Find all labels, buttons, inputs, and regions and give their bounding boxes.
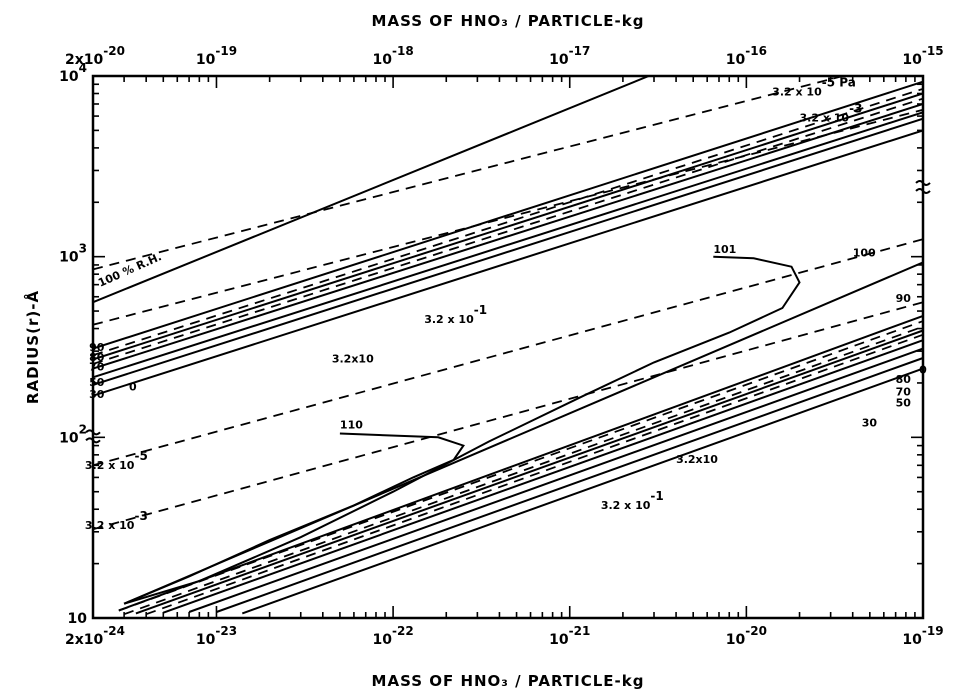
annotation-label: 0 xyxy=(129,380,137,393)
x-top-tick-label: 10-19 xyxy=(196,44,237,68)
axis-break-icon xyxy=(85,429,101,444)
annotation-label: 30 xyxy=(89,388,105,401)
axis-break-icon xyxy=(915,179,931,194)
annotation-label: 30 xyxy=(862,416,878,429)
series-line-8-50 xyxy=(93,111,923,379)
x-tick-label: 10-22 xyxy=(373,624,414,648)
series-line-23-30 xyxy=(216,357,923,613)
annotation-label: 3.2x10 xyxy=(332,352,374,365)
series-line-4-3-2-x-10-1 xyxy=(93,87,923,357)
annotation-label: 3.2 x 10-5 Pa xyxy=(772,75,856,98)
annotation-label: 3.2 x 10-3 xyxy=(800,101,863,124)
x-tick-label: 10-20 xyxy=(726,624,767,648)
annotation-label: 100 xyxy=(853,247,876,260)
y-tick-label: 104 xyxy=(59,61,87,85)
top-axis-title: MASS OF HNO₃ / PARTICLE-kg xyxy=(372,12,645,30)
annotation-label: 50 xyxy=(896,397,912,410)
annotation-label: 50 xyxy=(89,376,105,389)
series-line-2-3-2-x-10-3 xyxy=(93,108,923,326)
series-line-6-3-2x10 xyxy=(93,97,923,365)
annotation-label: 80 xyxy=(89,351,105,364)
y-axis-title: RADIUS(r)-Å xyxy=(23,290,42,404)
annotation-label: 101 xyxy=(713,243,736,256)
series-line-12-100 xyxy=(123,261,923,605)
series-line-17-90 xyxy=(118,314,923,612)
series-line-10-0 xyxy=(93,129,923,397)
x-top-tick-label: 10-17 xyxy=(549,44,590,68)
x-tick-label: 2x10-24 xyxy=(65,624,125,648)
annotation-label: 110 xyxy=(340,418,363,431)
annotation-label: 3.2 x 10-1 xyxy=(424,303,487,326)
annotation-label: 100 % R.H. xyxy=(96,250,163,289)
annotation-label: 80 xyxy=(896,373,912,386)
series-line-9-30 xyxy=(93,117,923,386)
series-line-15-3-2-x-10-3 xyxy=(93,301,923,531)
annotation-label: 70 xyxy=(89,360,105,373)
series-line-1-3-2-x-10-5-pa xyxy=(93,76,847,271)
annotation-label: 3.2 x 10-3 xyxy=(85,509,148,532)
series-line-0-100-r-h xyxy=(93,76,650,304)
series-line-20-3-2x10 xyxy=(145,333,923,616)
series-line-11-101 xyxy=(123,255,801,605)
annotation-label: 3.2 x 10-1 xyxy=(601,489,664,512)
tick-labels: 2x10-2410-2310-2210-2110-2010-192x10-201… xyxy=(59,44,943,648)
y-tick-label: 103 xyxy=(59,242,87,266)
x-top-tick-label: 10-18 xyxy=(373,44,414,68)
series-line-24-0 xyxy=(241,367,923,615)
x-tick-label: 10-21 xyxy=(549,624,590,648)
x-top-tick-label: 10-16 xyxy=(726,44,767,68)
series-line-18-3-2-x-10-1 xyxy=(123,325,923,616)
annotation-label: 90 xyxy=(89,341,105,354)
x-tick-label: 10-19 xyxy=(902,624,943,648)
annotation-label: 70 xyxy=(896,386,912,399)
series-line-7-70 xyxy=(93,103,923,370)
x-top-tick-label: 2x10-20 xyxy=(65,44,125,68)
series-line-19-80 xyxy=(135,329,923,615)
series-line-21-70 xyxy=(162,339,923,614)
annotation-label: 3.2 x 10-5 xyxy=(85,449,148,472)
annotation-label: 0 xyxy=(919,364,927,377)
series-line-5-80 xyxy=(93,92,923,361)
plot-frame xyxy=(91,74,925,620)
x-top-tick-label: 10-15 xyxy=(902,44,943,68)
y-tick-label: 10 xyxy=(68,611,88,627)
ticks xyxy=(85,76,931,619)
x-tick-label: 10-23 xyxy=(196,624,237,648)
series-line-22-50 xyxy=(188,347,923,613)
annotation-label: 90 xyxy=(896,292,912,305)
y-tick-label: 102 xyxy=(59,422,87,446)
series-lines xyxy=(93,76,923,616)
series-line-13-110 xyxy=(123,432,465,605)
annotation-label: 3.2x10 xyxy=(676,453,718,466)
bottom-axis-title: MASS OF HNO₃ / PARTICLE-kg xyxy=(372,672,645,690)
series-line-14-3-2-x-10-5 xyxy=(93,238,923,467)
series-line-3-90 xyxy=(93,80,923,350)
